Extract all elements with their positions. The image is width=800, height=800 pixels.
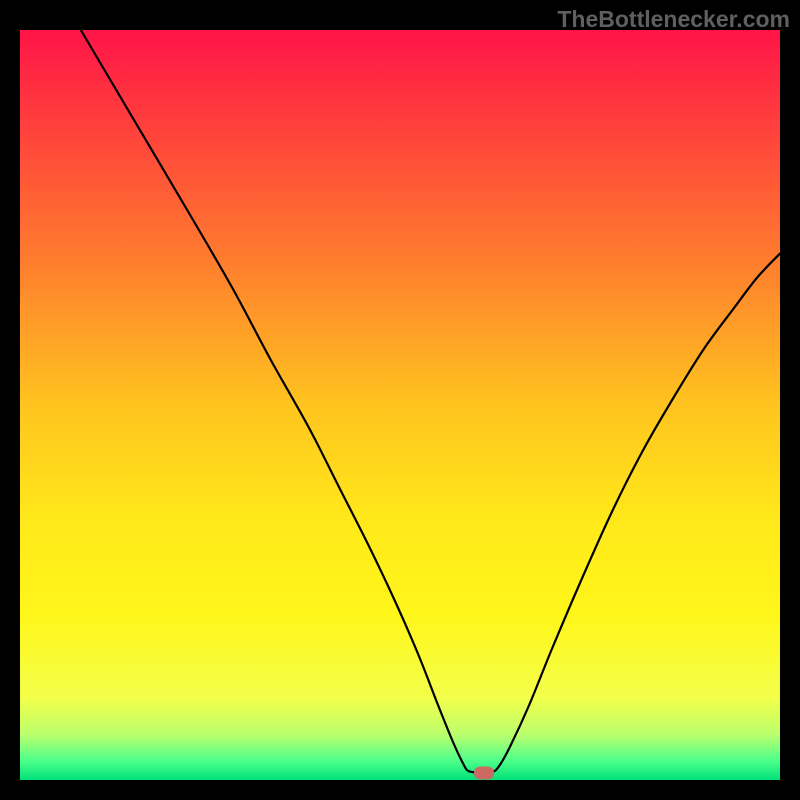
optimum-marker	[474, 766, 494, 779]
bottleneck-curve	[20, 30, 780, 780]
chart-container: TheBottlenecker.com	[0, 0, 800, 800]
plot-area	[20, 30, 780, 780]
watermark-text: TheBottlenecker.com	[557, 6, 790, 33]
gradient-background	[20, 30, 780, 780]
